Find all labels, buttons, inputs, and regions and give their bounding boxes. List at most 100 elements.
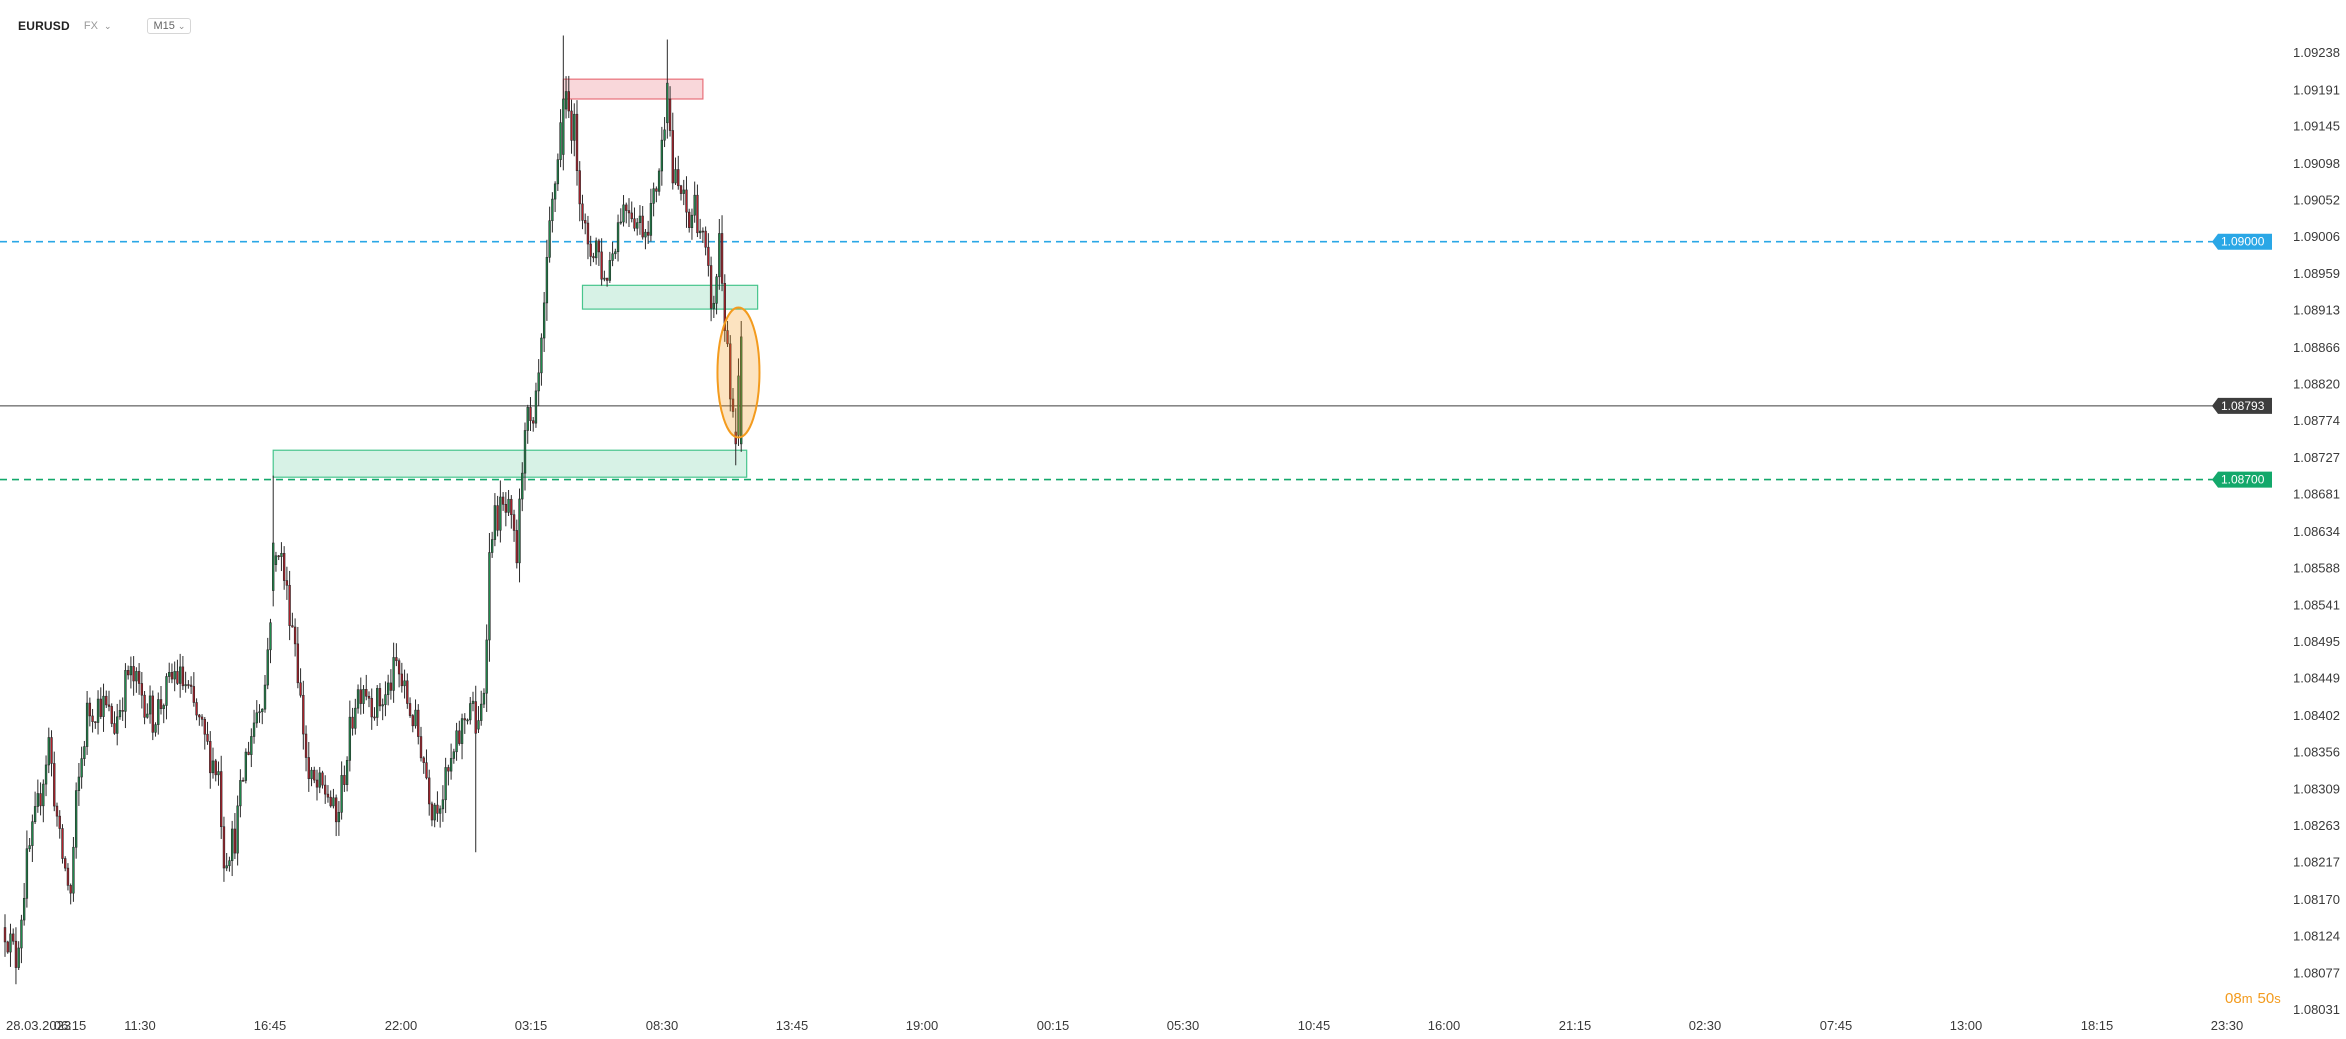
candle <box>674 157 677 185</box>
candle <box>638 205 642 235</box>
symbol-label[interactable]: EURUSD <box>18 19 70 33</box>
candle <box>518 488 521 583</box>
candle-body <box>299 682 302 696</box>
candle <box>627 198 631 228</box>
level-tag-109000[interactable]: 1.09000 <box>2212 233 2272 250</box>
candle-body <box>313 769 316 781</box>
candle-body <box>616 222 620 253</box>
candle-body <box>209 741 212 774</box>
candle-body <box>189 684 193 687</box>
candle-body <box>77 776 81 791</box>
candle-body <box>562 98 565 155</box>
candle <box>737 358 740 446</box>
chevron-down-icon: ⌄ <box>177 20 186 31</box>
candle-body <box>512 514 516 531</box>
candle <box>359 677 362 715</box>
candle <box>187 680 190 689</box>
candle-body <box>709 265 713 309</box>
candle-body <box>321 772 324 786</box>
candle <box>644 229 647 250</box>
candle-body <box>206 733 209 742</box>
candle-body <box>663 129 666 141</box>
candle-body <box>310 769 313 780</box>
candle-body <box>482 692 486 705</box>
level-tag-108700[interactable]: 1.08700 <box>2212 471 2272 488</box>
candle-body <box>474 701 477 734</box>
candle <box>105 690 108 708</box>
candle <box>534 382 538 428</box>
candle-body <box>159 699 163 709</box>
candle <box>636 218 639 236</box>
candle <box>132 656 135 696</box>
candle-body <box>433 804 436 821</box>
time-tick-label: 19:00 <box>906 1018 939 1033</box>
candle-body <box>203 718 206 735</box>
price-tick-label: 1.08588 <box>2293 560 2340 575</box>
candle-body <box>408 703 412 716</box>
candle <box>20 914 23 964</box>
candle <box>280 542 283 572</box>
candle-body <box>99 698 102 717</box>
feed-selector[interactable]: FX ⌄ <box>84 20 112 32</box>
candle-body <box>630 212 633 220</box>
current-price-tag[interactable]: 1.08793 <box>2212 397 2272 414</box>
candle-body <box>370 697 373 718</box>
candle <box>269 618 272 664</box>
candle-body <box>296 643 300 684</box>
candle-body <box>386 682 390 695</box>
price-tick-label: 1.08495 <box>2293 634 2340 649</box>
candle-body <box>277 555 280 558</box>
price-axis[interactable]: 1.09238 1.09191 1.09145 1.09098 1.09052 1.090… <box>2212 45 2340 1017</box>
candle-body <box>28 845 31 850</box>
candle <box>600 238 603 286</box>
price-tick-label: 1.08217 <box>2293 855 2340 870</box>
candle <box>102 683 105 732</box>
candle <box>263 674 267 713</box>
candle <box>677 155 680 190</box>
candle <box>3 914 7 957</box>
candle-body <box>195 702 198 716</box>
candle-body <box>403 680 406 687</box>
candle <box>47 727 50 774</box>
candle <box>649 188 653 242</box>
candle-body <box>154 724 157 733</box>
candle-body <box>36 793 40 807</box>
support-zone[interactable] <box>581 284 759 310</box>
price-tag-bg <box>2212 471 2272 488</box>
candle <box>343 765 346 792</box>
price-tick-label: 1.08263 <box>2293 818 2340 833</box>
candle-body <box>463 718 466 721</box>
candle-body <box>646 231 650 236</box>
candle-body <box>594 240 598 259</box>
support-zone[interactable] <box>272 449 748 478</box>
candle-body <box>542 302 546 339</box>
candle-body <box>417 709 420 737</box>
candle <box>496 495 499 537</box>
timeframe-selector[interactable]: M15 ⌄ <box>147 18 192 34</box>
candle <box>726 321 729 347</box>
candle-body <box>69 885 72 894</box>
candle-body <box>214 760 217 776</box>
candle <box>334 794 338 837</box>
candle-body <box>39 793 42 807</box>
candle <box>25 830 29 908</box>
candle <box>718 218 721 290</box>
candle <box>490 531 494 558</box>
candle-body <box>3 927 7 943</box>
candle <box>302 680 305 750</box>
candle <box>619 208 622 225</box>
candle-body <box>649 203 653 236</box>
highlight-ellipse[interactable] <box>716 306 761 439</box>
candle <box>529 397 532 432</box>
candle-body <box>592 256 595 259</box>
candle-body <box>553 183 557 200</box>
candle <box>704 226 707 256</box>
resistance-zone[interactable] <box>562 78 704 100</box>
candle <box>332 788 335 809</box>
candle-body <box>96 698 100 723</box>
candle <box>184 671 187 693</box>
candle <box>118 699 122 720</box>
candle <box>272 475 275 607</box>
